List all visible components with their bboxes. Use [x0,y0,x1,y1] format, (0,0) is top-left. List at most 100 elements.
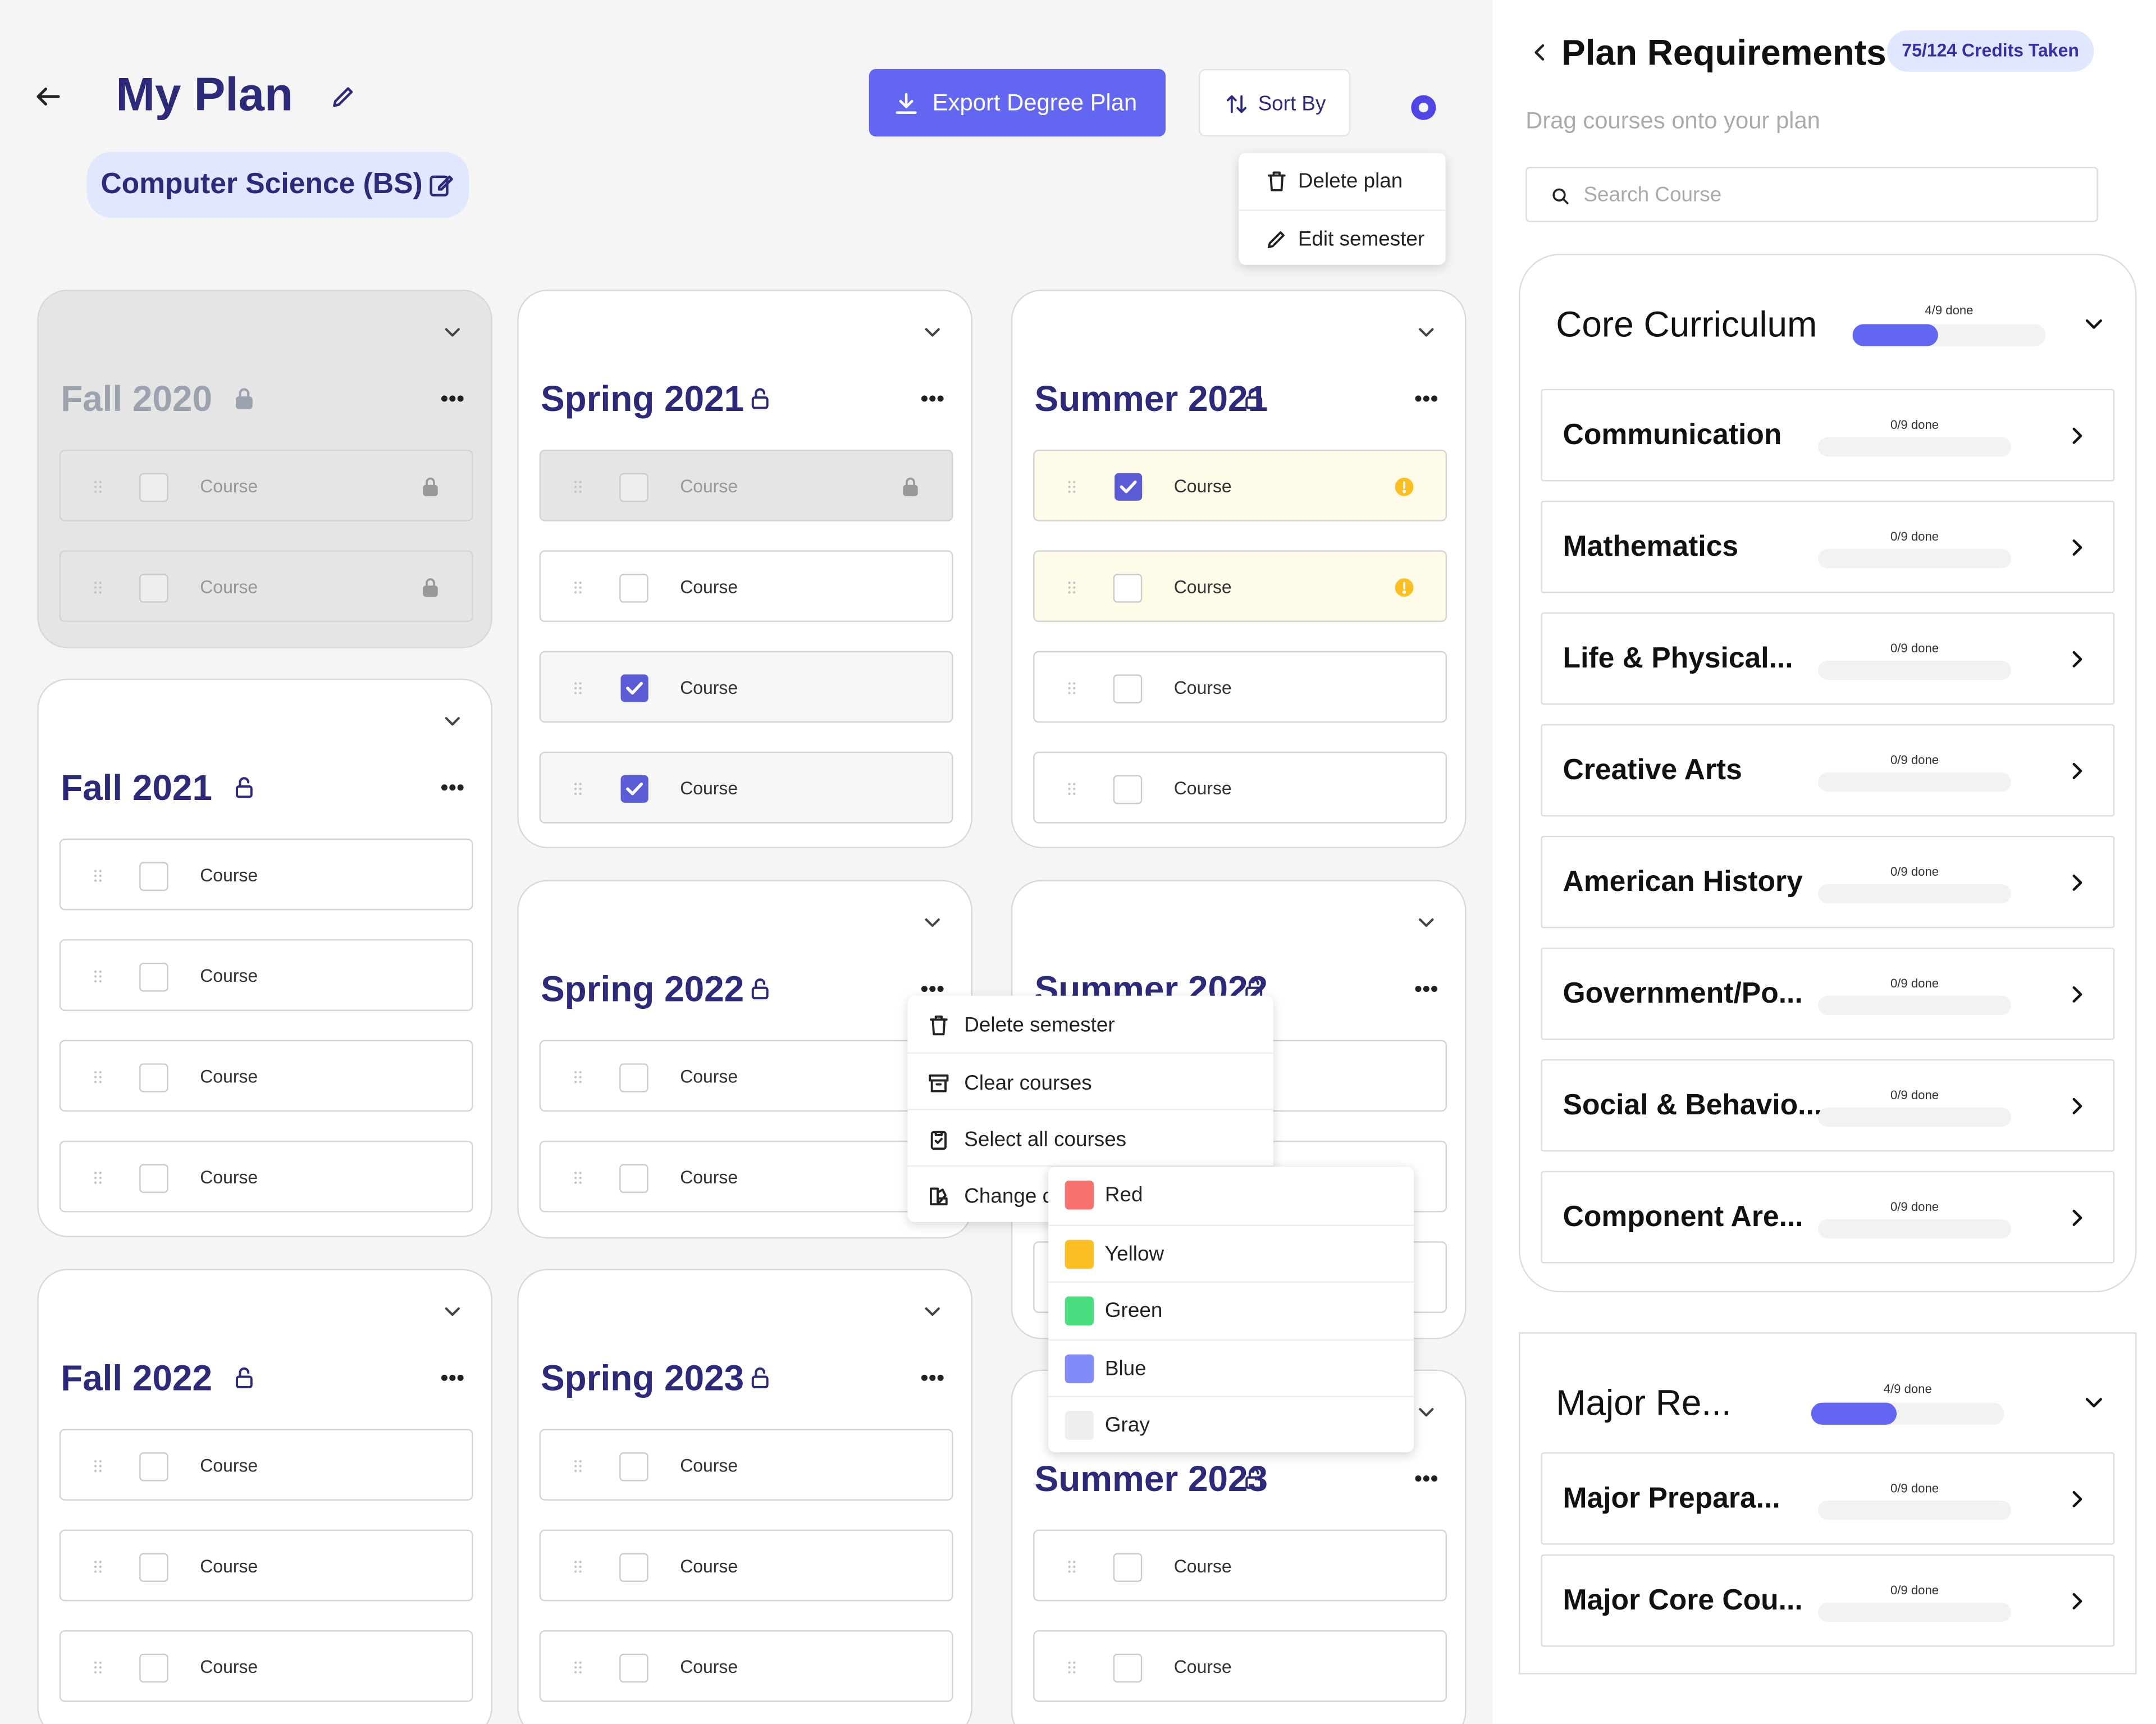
color-option[interactable]: Blue [1048,1338,1414,1395]
checkbox[interactable] [1113,1553,1143,1582]
edit-major[interactable] [428,171,455,199]
semester-menu-item[interactable]: Clear courses [907,1052,1273,1109]
collapse-toggle[interactable] [440,1299,465,1324]
lock-icon[interactable] [231,386,256,411]
checkbox[interactable] [139,1653,168,1683]
checkbox[interactable] [619,1164,648,1193]
requirement-item[interactable]: Major Core Cou... 0/9 done [1541,1554,2115,1647]
course-row[interactable]: Course [59,939,473,1011]
collapse-toggle[interactable] [1414,1400,1438,1425]
requirement-item[interactable]: Government/Po... 0/9 done [1541,947,2115,1040]
requirement-item[interactable]: Mathematics 0/9 done [1541,500,2115,593]
checkbox[interactable] [139,1063,168,1092]
collapse-toggle[interactable] [1414,320,1438,345]
semester-menu-button[interactable] [438,1364,466,1392]
checkbox[interactable] [1113,674,1143,703]
course-row[interactable]: Course [59,449,473,522]
checkbox[interactable] [139,473,168,502]
semester-menu-item[interactable]: Select all courses [907,1109,1273,1165]
lock-icon[interactable] [231,1365,256,1390]
lock-icon[interactable] [1242,386,1267,411]
open-requirement[interactable] [2063,1588,2091,1615]
lock-icon[interactable] [748,386,773,411]
semester-menu-button[interactable] [919,1364,946,1392]
course-row[interactable]: Course [539,1630,953,1702]
semester-menu-button[interactable] [1413,975,1440,1003]
collapse-toggle[interactable] [440,320,465,345]
open-requirement[interactable] [2063,534,2091,561]
course-row[interactable]: Course [539,751,953,824]
course-row[interactable]: Course [539,449,953,522]
course-row[interactable]: Course [1033,449,1447,522]
checkbox[interactable] [139,1452,168,1481]
semester-menu-button[interactable] [1413,1465,1440,1492]
checkbox[interactable] [619,1653,648,1683]
checkbox[interactable] [618,671,651,705]
collapse-toggle[interactable] [440,709,465,734]
requirement-item[interactable]: Communication 0/9 done [1541,388,2115,482]
course-row[interactable]: Course [1033,550,1447,623]
checkbox[interactable] [139,862,168,891]
course-row[interactable]: Course [59,550,473,623]
semester-menu-button[interactable] [1413,385,1440,412]
requirement-item[interactable]: Creative Arts 0/9 done [1541,724,2115,817]
course-row[interactable]: Course [539,1529,953,1602]
requirement-item[interactable]: Component Are... 0/9 done [1541,1170,2115,1264]
requirement-item[interactable]: Social & Behavio... 0/9 done [1541,1059,2115,1152]
open-requirement[interactable] [2063,1204,2091,1232]
open-requirement[interactable] [2063,981,2091,1008]
course-row[interactable]: Course [1033,651,1447,723]
open-requirement[interactable] [2063,422,2091,450]
checkbox[interactable] [619,574,648,603]
course-row[interactable]: Course [59,1140,473,1213]
open-requirement[interactable] [2063,869,2091,897]
course-row[interactable]: Course [539,651,953,723]
open-requirement[interactable] [2063,757,2091,785]
checkbox[interactable] [1113,1653,1143,1683]
semester-menu-button[interactable] [919,975,946,1003]
sort-button[interactable]: Sort By [1198,68,1351,137]
course-row[interactable]: Course [59,838,473,911]
collapse-panel[interactable] [1525,39,1553,66]
course-row[interactable]: Course [59,1429,473,1501]
checkbox[interactable] [618,772,651,806]
requirement-item[interactable]: American History 0/9 done [1541,835,2115,929]
course-row[interactable]: Course [539,1040,953,1112]
checkbox[interactable] [139,1164,168,1193]
search-box[interactable]: Search Course [1525,167,2098,222]
course-row[interactable]: Course [59,1630,473,1702]
checkbox[interactable] [619,1452,648,1481]
color-option[interactable]: Red [1048,1167,1414,1223]
collapse-toggle[interactable] [920,1299,945,1324]
checkbox[interactable] [139,1553,168,1582]
requirement-item[interactable]: Life & Physical... 0/9 done [1541,612,2115,705]
group-toggle[interactable] [2080,310,2108,338]
open-requirement[interactable] [2063,1092,2091,1120]
lock-icon[interactable] [1242,1466,1267,1491]
course-row[interactable]: Course [59,1040,473,1112]
collapse-toggle[interactable] [920,320,945,345]
plan-menu-item[interactable]: Delete plan [1239,153,1446,210]
settings-button[interactable] [1407,91,1440,124]
rename-plan[interactable] [330,83,357,110]
color-option[interactable]: Green [1048,1281,1414,1338]
course-row[interactable]: Course [59,1529,473,1602]
collapse-toggle[interactable] [1414,910,1438,935]
checkbox[interactable] [139,962,168,992]
lock-icon[interactable] [748,1365,773,1390]
course-row[interactable]: Course [1033,1630,1447,1702]
semester-menu-button[interactable] [438,774,466,801]
course-row[interactable]: Course [1033,751,1447,824]
semester-menu-item[interactable]: Delete semester [908,996,1273,1053]
course-row[interactable]: Course [539,550,953,623]
export-button[interactable]: Export Degree Plan [869,68,1166,137]
checkbox[interactable] [1112,470,1145,504]
course-row[interactable]: Course [1033,1529,1447,1602]
semester-menu-button[interactable] [438,385,466,412]
back-button[interactable] [33,81,63,112]
plan-menu-item[interactable]: Edit semester [1239,209,1446,266]
checkbox[interactable] [1113,775,1143,804]
checkbox[interactable] [619,1553,648,1582]
open-requirement[interactable] [2063,1485,2091,1513]
checkbox[interactable] [139,574,168,603]
